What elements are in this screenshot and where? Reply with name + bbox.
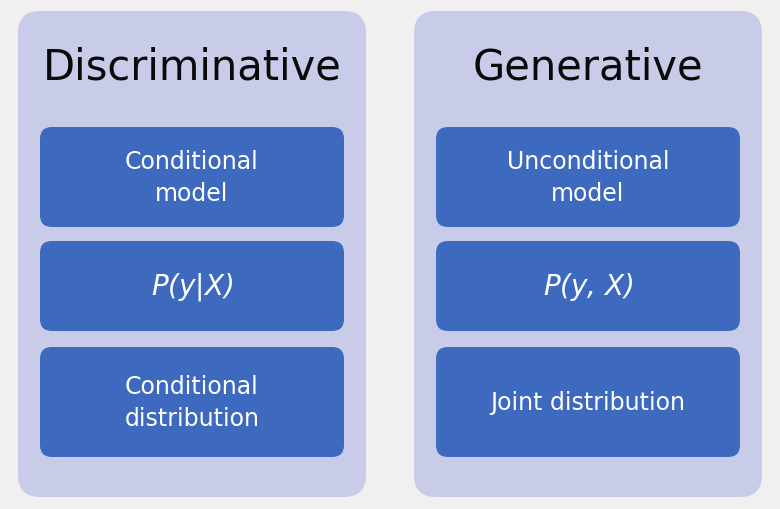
FancyBboxPatch shape [40,347,344,457]
FancyBboxPatch shape [436,128,740,228]
FancyBboxPatch shape [436,242,740,331]
FancyBboxPatch shape [436,347,740,457]
Text: Unconditional
model: Unconditional model [507,150,669,206]
FancyBboxPatch shape [414,12,762,497]
Text: Generative: Generative [473,47,704,89]
Text: Joint distribution: Joint distribution [491,390,686,414]
Text: P($y$, $X$): P($y$, $X$) [543,270,633,302]
Text: Discriminative: Discriminative [43,47,342,89]
Text: Conditional
distribution: Conditional distribution [125,375,260,430]
Text: P($y$|$X$): P($y$|$X$) [151,270,233,302]
FancyBboxPatch shape [18,12,366,497]
FancyBboxPatch shape [40,128,344,228]
FancyBboxPatch shape [40,242,344,331]
Text: Conditional
model: Conditional model [125,150,259,206]
